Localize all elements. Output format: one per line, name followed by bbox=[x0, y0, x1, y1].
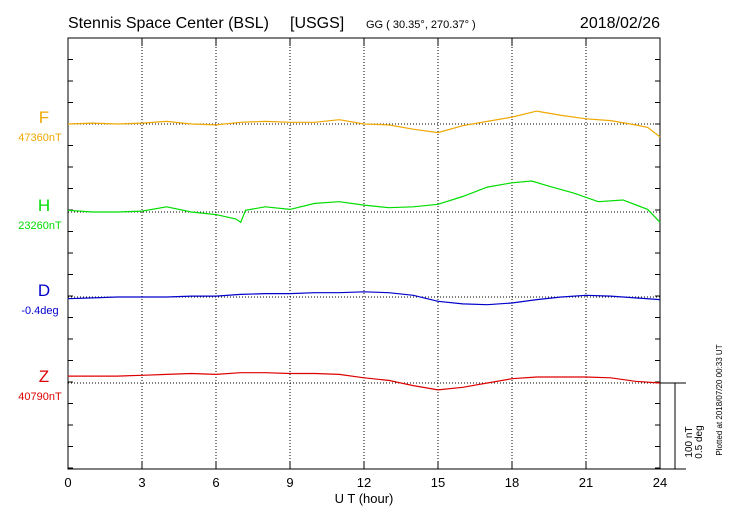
x-axis-label: U T (hour) bbox=[335, 491, 394, 506]
scale-nt-label: 100 nT bbox=[684, 426, 695, 457]
baseline-label-d: -0.4deg bbox=[21, 305, 58, 317]
x-tick-label: 15 bbox=[431, 475, 445, 490]
plotted-note: Plotted at 2018/07/20 00:33 UT bbox=[715, 344, 724, 455]
network-label: [USGS] bbox=[290, 15, 344, 32]
series-name-d: D bbox=[38, 281, 50, 300]
x-tick-label: 24 bbox=[653, 475, 667, 490]
coordinates-label: GG ( 30.35°, 270.37° ) bbox=[366, 19, 476, 31]
baseline-label-f: 47360nT bbox=[18, 132, 62, 144]
x-tick-label: 0 bbox=[64, 475, 71, 490]
x-tick-label: 21 bbox=[579, 475, 593, 490]
station-title: Stennis Space Center (BSL) bbox=[68, 15, 269, 32]
series-name-f: F bbox=[39, 108, 49, 127]
x-tick-label: 3 bbox=[138, 475, 145, 490]
x-ticks: 0 3 6 9 12 15 18 21 24 bbox=[64, 37, 667, 490]
baseline-label-h: 23260nT bbox=[18, 220, 62, 232]
series-name-h: H bbox=[38, 196, 50, 215]
series-line-d bbox=[67, 291, 661, 306]
x-tick-label: 18 bbox=[505, 475, 519, 490]
series-line-f bbox=[67, 110, 661, 138]
x-tick-label: 9 bbox=[286, 475, 293, 490]
grid-lines bbox=[141, 38, 587, 469]
series-line-h bbox=[67, 180, 661, 224]
x-tick-label: 6 bbox=[212, 475, 219, 490]
series-labels: F 47360nT H 23260nT D -0.4deg Z 40790nT bbox=[18, 108, 62, 403]
date-label: 2018/02/26 bbox=[580, 15, 660, 32]
series-line-z bbox=[68, 372, 661, 391]
baseline-label-z: 40790nT bbox=[18, 391, 62, 403]
x-tick-label: 12 bbox=[357, 475, 371, 490]
series-name-z: Z bbox=[39, 367, 49, 386]
series-group bbox=[67, 110, 661, 391]
scale-deg-label: 0.5 deg bbox=[694, 425, 705, 458]
